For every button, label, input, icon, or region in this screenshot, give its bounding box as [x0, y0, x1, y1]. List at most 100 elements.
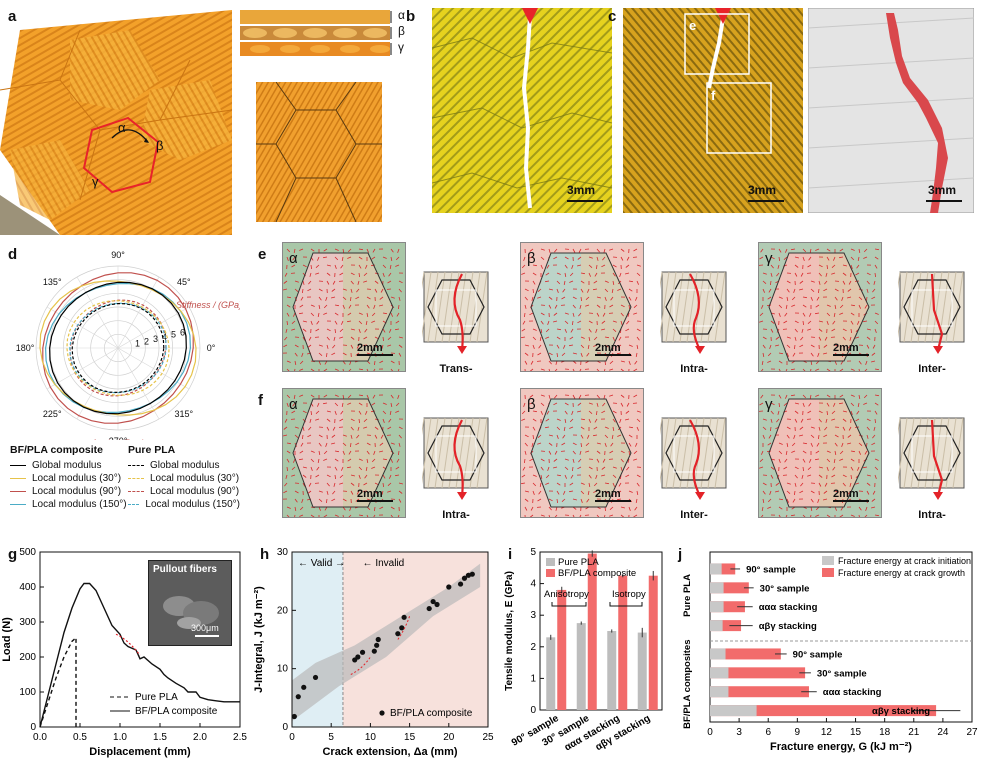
- legend-label: Local modulus (30°): [150, 473, 239, 484]
- angle-tick-label: 180°: [16, 343, 35, 353]
- bar-initiation: [710, 601, 724, 612]
- x-tick-label: 18: [879, 727, 891, 738]
- legend-pure: Pure PLA Global modulus Local modulus (3…: [128, 444, 240, 511]
- y-axis-label: Load (N): [1, 617, 13, 662]
- legend-item: Local modulus (90°): [128, 485, 240, 498]
- radial-tick-label: 1: [135, 339, 140, 349]
- x-tick-label: 2.5: [233, 732, 247, 743]
- legend-label: Local modulus (90°): [32, 486, 121, 497]
- y-tick-label: 0: [30, 722, 36, 733]
- legend-label: Local modulus (30°): [32, 473, 121, 484]
- bar-initiation: [710, 563, 722, 574]
- x-tick-label: 1.0: [113, 732, 127, 743]
- sem-scale-label: 300μm: [191, 623, 219, 633]
- legend-marker: [379, 710, 384, 715]
- bar-initiation: [710, 582, 724, 593]
- category-label: ααα stacking: [759, 602, 818, 613]
- inset-e-label: e: [689, 18, 696, 33]
- data-point: [301, 685, 306, 690]
- legend-swatch: [128, 465, 144, 466]
- stacking-symbol: γ: [765, 250, 773, 267]
- bar: [607, 631, 616, 710]
- x-tick-label: 9: [795, 727, 801, 738]
- panel-label: j: [678, 546, 682, 563]
- x-tick-label: 25: [482, 732, 494, 743]
- panel-a-topview: [256, 82, 382, 222]
- y-tick-label: 100: [19, 687, 36, 698]
- y-tick-label: 2: [530, 642, 536, 653]
- y-tick-label: 1: [530, 673, 536, 684]
- y-tick-label: 400: [19, 582, 36, 593]
- legend-item: Local modulus (150°): [128, 498, 240, 511]
- series-line: [40, 638, 76, 727]
- x-tick-label: 15: [850, 727, 862, 738]
- schematic-svg: Intra-: [660, 270, 732, 378]
- data-point: [458, 581, 463, 586]
- x-tick-label: 12: [821, 727, 833, 738]
- crack-mode-schematic: Inter-: [660, 416, 732, 524]
- bar: [557, 590, 566, 710]
- crack-mode-label: Intra-: [918, 509, 946, 521]
- bar-initiation: [710, 667, 728, 678]
- legend-swatch: [546, 558, 555, 566]
- category-label: 90° sample: [793, 649, 843, 660]
- bar: [638, 633, 647, 710]
- data-point: [292, 714, 297, 719]
- panel-d: d 90°45°0°315°270°225°180°135°123456Stif…: [0, 240, 240, 530]
- y-tick-label: 0: [530, 705, 536, 716]
- crack-mode-label: Inter-: [918, 363, 946, 375]
- crack-path-render-yellow: [432, 8, 624, 213]
- category-label: 90° sample: [746, 564, 796, 575]
- x-tick-label: 5: [328, 732, 334, 743]
- panel-label: a: [8, 8, 16, 25]
- y-tick-label: 4: [530, 579, 536, 590]
- legend-label: Pure PLA: [558, 557, 599, 568]
- scale-label: 3mm: [928, 183, 956, 197]
- schematic-svg: Intra-: [422, 416, 494, 524]
- scale-label: 2mm: [595, 342, 621, 354]
- crack-mode-schematic: Intra-: [660, 270, 732, 378]
- x-tick-label: 1.5: [153, 732, 167, 743]
- legend-label: Pure PLA: [135, 692, 178, 703]
- x-tick-label: 0.0: [33, 732, 47, 743]
- valid-label: ← Valid →: [298, 558, 345, 569]
- schematic-svg: Inter-: [898, 270, 970, 378]
- y-axis-label: J-Integral, J (kJ m⁻²): [253, 586, 265, 693]
- scale-label: 3mm: [567, 183, 595, 197]
- panel-b: b 3mm: [420, 8, 612, 213]
- schematic-svg: Intra-: [898, 416, 970, 524]
- scale-label: 2mm: [357, 488, 383, 500]
- stacking-symbol: α: [289, 396, 298, 413]
- legend-label: Local modulus (90°): [150, 486, 239, 497]
- crack-mode-label: Intra-: [680, 363, 708, 375]
- y-tick-label: 0: [282, 722, 288, 733]
- bar-initiation: [710, 686, 728, 697]
- data-point: [427, 606, 432, 611]
- polar-stiffness-plot: 90°45°0°315°270°225°180°135°123456Stiffn…: [0, 240, 240, 440]
- data-point: [374, 643, 379, 648]
- data-point: [313, 675, 318, 680]
- x-tick-label: 27: [966, 727, 978, 738]
- legend-swatch: [10, 478, 26, 479]
- crack-mode-label: Intra-: [442, 509, 470, 521]
- data-point: [470, 572, 475, 577]
- scale-bar: [926, 200, 962, 202]
- stacking-symbol: γ: [765, 396, 773, 413]
- panel-a: a α β γ: [0, 0, 232, 235]
- panel-label: g: [8, 546, 17, 563]
- polar-legend: BF/PLA composite Global modulus Local mo…: [10, 444, 240, 511]
- legend-item: Local modulus (150°): [10, 498, 128, 511]
- legend-swatch: [10, 491, 26, 492]
- scale-label: 2mm: [833, 342, 859, 354]
- legend-composite-title: BF/PLA composite: [10, 444, 128, 456]
- orientation-map-svg: α 2mm: [283, 389, 405, 517]
- angle-tick-label: 45°: [177, 277, 191, 287]
- legend-swatch: [128, 478, 144, 479]
- bar: [649, 576, 658, 710]
- data-point: [446, 584, 451, 589]
- legend-label: Local modulus (150°): [145, 499, 240, 510]
- x-tick-label: 6: [765, 727, 771, 738]
- invalid-label: ← Invalid: [363, 558, 405, 569]
- data-point: [376, 637, 381, 642]
